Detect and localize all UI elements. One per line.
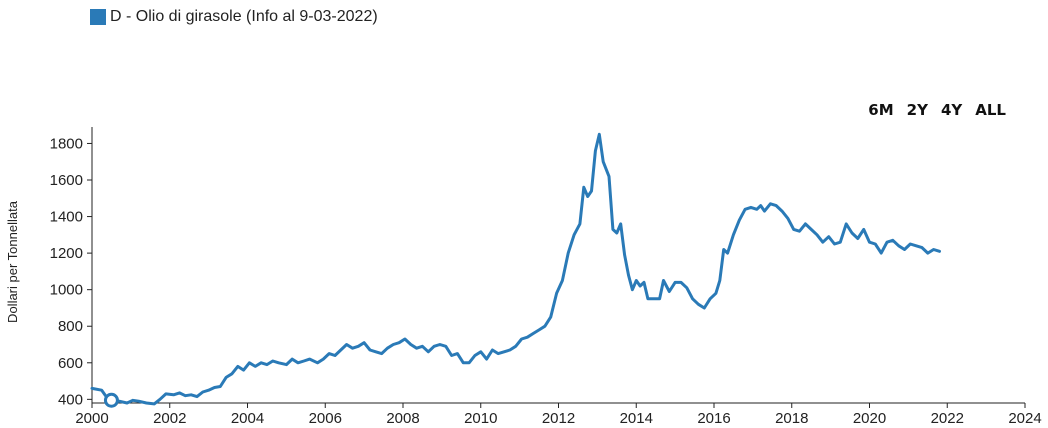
y-tick-label: 1600 xyxy=(50,172,83,189)
y-tick-label: 600 xyxy=(58,355,83,372)
y-tick-label: 1800 xyxy=(50,135,83,152)
hover-marker[interactable] xyxy=(103,392,119,408)
x-tick-label: 2020 xyxy=(853,410,886,427)
range-button-2y[interactable]: 2Y xyxy=(906,101,928,119)
y-tick-label: 1400 xyxy=(50,209,83,226)
y-tick-label: 1200 xyxy=(50,245,83,262)
range-button-4y[interactable]: 4Y xyxy=(940,101,963,119)
y-tick-label: 1000 xyxy=(50,282,83,299)
y-tick-label: 800 xyxy=(58,318,83,335)
series-layer xyxy=(90,132,941,408)
y-axis-label: Dollari per Tonnellata xyxy=(5,200,20,323)
x-tick-label: 2004 xyxy=(231,410,264,427)
legend-swatch xyxy=(90,9,106,25)
x-tick-label: 2018 xyxy=(775,410,808,427)
range-button-all[interactable]: ALL xyxy=(975,101,1006,119)
axes: 400 600 800 1000 1200 1400 1600 1800 2000 2002 200… xyxy=(50,127,1042,427)
series-line xyxy=(90,132,941,406)
x-tick-label: 2022 xyxy=(931,410,964,427)
y-tick-label: 400 xyxy=(58,391,83,408)
x-tick-label: 2024 xyxy=(1008,410,1041,427)
legend-label: D - Olio di girasole (Info al 9-03-2022) xyxy=(110,8,378,25)
x-tick-label: 2014 xyxy=(620,410,653,427)
x-tick-label: 2012 xyxy=(542,410,575,427)
range-button-6m[interactable]: 6M xyxy=(868,101,894,119)
range-selector: 6M 2Y 4Y ALL xyxy=(868,101,1006,119)
x-tick-label: 2016 xyxy=(697,410,730,427)
x-tick-label: 2010 xyxy=(464,410,497,427)
x-tick-label: 2006 xyxy=(309,410,342,427)
x-tick-label: 2008 xyxy=(386,410,419,427)
legend: D - Olio di girasole (Info al 9-03-2022) xyxy=(90,8,378,26)
x-tick-label: 2000 xyxy=(75,410,108,427)
x-tick-label: 2002 xyxy=(153,410,186,427)
